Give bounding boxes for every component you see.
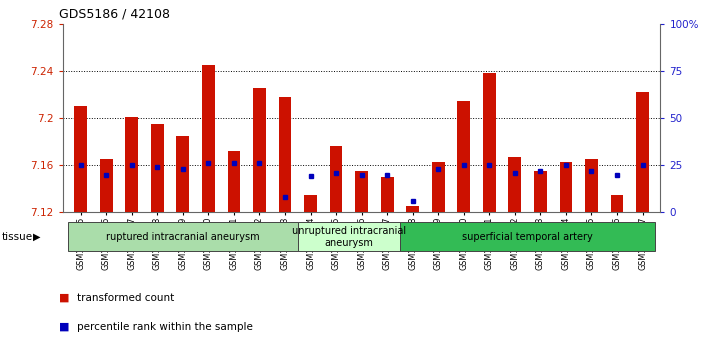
Bar <box>610 195 623 212</box>
Bar <box>585 159 598 212</box>
Bar <box>432 162 445 212</box>
FancyBboxPatch shape <box>68 223 298 251</box>
Text: ruptured intracranial aneurysm: ruptured intracranial aneurysm <box>106 232 260 242</box>
Text: percentile rank within the sample: percentile rank within the sample <box>77 322 253 332</box>
Text: GDS5186 / 42108: GDS5186 / 42108 <box>59 7 170 20</box>
Bar <box>74 106 87 212</box>
Bar <box>356 171 368 212</box>
Text: ▶: ▶ <box>33 232 41 242</box>
FancyBboxPatch shape <box>298 223 400 251</box>
Text: ■: ■ <box>59 293 70 303</box>
Bar <box>100 159 113 212</box>
Bar <box>483 73 496 212</box>
Bar <box>458 101 471 212</box>
Text: ■: ■ <box>59 322 70 332</box>
Bar <box>636 92 649 212</box>
Text: superficial temporal artery: superficial temporal artery <box>462 232 593 242</box>
Bar <box>202 65 215 212</box>
Bar <box>228 151 241 212</box>
Bar <box>381 177 393 212</box>
Bar <box>253 89 266 212</box>
Bar <box>508 157 521 212</box>
FancyBboxPatch shape <box>400 223 655 251</box>
Text: tissue: tissue <box>2 232 34 242</box>
Text: transformed count: transformed count <box>77 293 174 303</box>
Bar <box>560 162 573 212</box>
Bar <box>278 97 291 212</box>
Bar <box>534 171 547 212</box>
Bar <box>151 124 164 212</box>
Text: unruptured intracranial
aneurysm: unruptured intracranial aneurysm <box>292 226 406 248</box>
Bar <box>176 136 189 212</box>
Bar <box>304 195 317 212</box>
Bar <box>406 207 419 212</box>
Bar <box>330 146 343 212</box>
Bar <box>126 117 139 212</box>
